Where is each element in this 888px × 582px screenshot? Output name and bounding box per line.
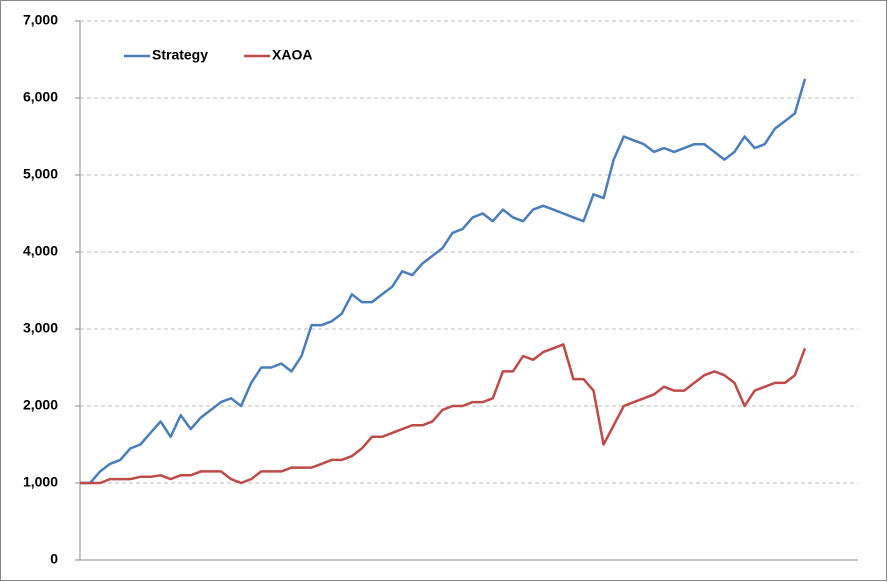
- y-tick-label: 4,000: [23, 243, 58, 259]
- y-tick-label: 2,000: [23, 397, 58, 413]
- y-tick-label: 3,000: [23, 320, 58, 336]
- series-line: [80, 343, 807, 485]
- y-tick-label: 0: [50, 551, 58, 567]
- legend-label: XAOA: [272, 47, 312, 63]
- y-tick-label: 1,000: [23, 474, 58, 490]
- series-line: [80, 78, 807, 485]
- y-tick-label: 6,000: [23, 89, 58, 105]
- y-tick-label: 5,000: [23, 166, 58, 182]
- y-tick-label: 7,000: [23, 12, 58, 28]
- legend-label: Strategy: [152, 47, 208, 63]
